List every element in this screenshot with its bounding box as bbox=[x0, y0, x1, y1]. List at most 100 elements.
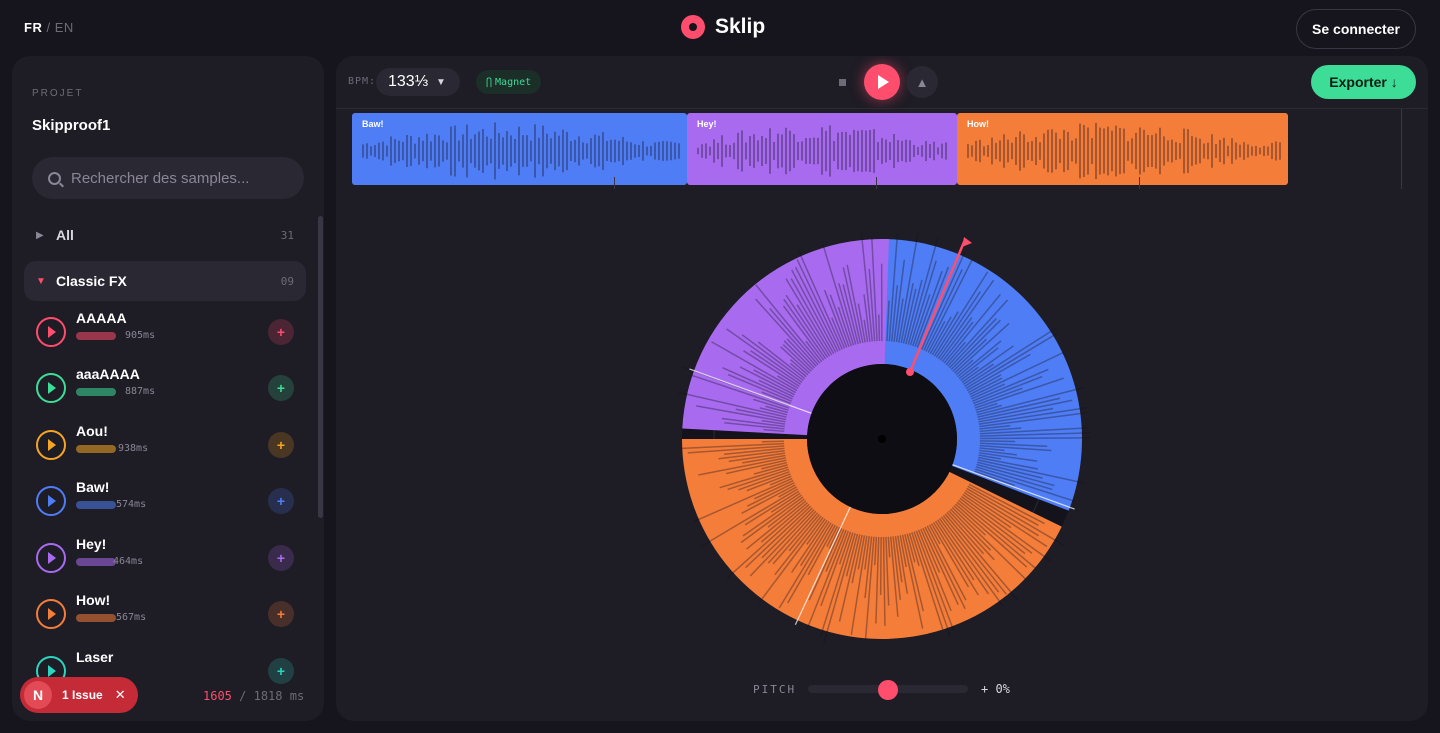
waveform-bar bbox=[1235, 142, 1237, 160]
category-all[interactable]: ▶ All 31 bbox=[24, 215, 306, 255]
waveform-bar bbox=[498, 133, 500, 169]
wheel-waveform-bar bbox=[944, 513, 1018, 601]
add-icon[interactable]: + bbox=[268, 545, 294, 571]
play-icon[interactable] bbox=[36, 317, 66, 347]
waveform-bar bbox=[757, 140, 759, 162]
wheel-waveform-bar bbox=[976, 386, 1084, 416]
sidebar: PROJET Skipproof1 ▶ All 31 ▼ Classic FX … bbox=[12, 56, 324, 721]
waveform-bar bbox=[526, 135, 528, 167]
wheel-waveform-bar bbox=[778, 486, 797, 498]
app-logo[interactable]: Sklip bbox=[681, 15, 765, 39]
wheel-waveform-bar bbox=[696, 405, 786, 423]
play-icon[interactable] bbox=[36, 599, 66, 629]
metronome-icon[interactable]: ▲ bbox=[906, 66, 938, 98]
play-icon[interactable] bbox=[36, 373, 66, 403]
category-classic-fx[interactable]: ▼ Classic FX 09 bbox=[24, 261, 306, 301]
timeline-clip[interactable]: How! bbox=[957, 113, 1288, 185]
sample-item[interactable]: How! 567ms + bbox=[36, 591, 306, 635]
wheel-waveform-bar bbox=[929, 316, 952, 355]
wheel-waveform-bar bbox=[740, 496, 804, 544]
circular-sequencer[interactable] bbox=[662, 221, 1102, 651]
waveform-bar bbox=[534, 124, 536, 178]
add-icon[interactable]: + bbox=[268, 375, 294, 401]
waveform-bar bbox=[1123, 128, 1125, 174]
wheel-waveform-bar bbox=[940, 516, 1000, 593]
play-button[interactable] bbox=[864, 64, 900, 100]
export-button[interactable]: Exporter ↓ bbox=[1311, 65, 1416, 99]
waveform-bar bbox=[402, 141, 404, 161]
wheel-waveform-bar bbox=[819, 532, 854, 638]
wheel-waveform-bar bbox=[863, 294, 871, 342]
project-name[interactable]: Skipproof1 bbox=[32, 117, 111, 134]
lang-fr[interactable]: FR bbox=[24, 20, 43, 35]
sample-item[interactable]: Hey! 464ms + bbox=[36, 535, 306, 579]
waveform-bar bbox=[1259, 147, 1261, 155]
pitch-slider-handle[interactable] bbox=[878, 680, 898, 700]
waveform-bar bbox=[406, 134, 408, 168]
play-icon[interactable] bbox=[36, 486, 66, 516]
timeline[interactable]: Baw! Hey! How! bbox=[336, 109, 1428, 189]
wheel-waveform-bar bbox=[873, 536, 878, 566]
wheel-waveform-bar bbox=[845, 533, 859, 577]
search-bar[interactable] bbox=[32, 157, 304, 199]
wheel-waveform-bar bbox=[753, 479, 794, 500]
waveform-bar bbox=[901, 140, 903, 162]
add-icon[interactable]: + bbox=[268, 658, 294, 684]
close-icon[interactable]: ✕ bbox=[114, 687, 126, 702]
waveform-bar bbox=[514, 138, 516, 164]
waveform-bar bbox=[458, 140, 460, 162]
pitch-value: + 0% bbox=[981, 682, 1010, 696]
waveform-bar bbox=[630, 142, 632, 160]
wheel-waveform-bar bbox=[777, 375, 799, 390]
login-button[interactable]: Se connecter bbox=[1296, 9, 1416, 49]
magnet-icon: ⋂ bbox=[486, 76, 493, 88]
add-icon[interactable]: + bbox=[268, 488, 294, 514]
wheel-segment bbox=[682, 239, 889, 436]
sample-item[interactable]: AAAAA 905ms + bbox=[36, 309, 306, 353]
waveform-bar bbox=[538, 137, 540, 165]
waveform-bar bbox=[666, 141, 668, 161]
waveform-bar bbox=[741, 130, 743, 172]
waveform-bar bbox=[897, 140, 899, 162]
play-icon[interactable] bbox=[36, 543, 66, 573]
search-input[interactable] bbox=[71, 169, 291, 187]
stop-button[interactable] bbox=[830, 70, 854, 94]
play-icon[interactable] bbox=[36, 430, 66, 460]
add-icon[interactable]: + bbox=[268, 432, 294, 458]
wheel-waveform-bar bbox=[979, 447, 1005, 452]
wheel-center-dot bbox=[878, 435, 886, 443]
sample-item[interactable]: Baw! 574ms + bbox=[36, 478, 306, 522]
wheel-waveform-bar bbox=[825, 528, 845, 572]
issue-badge[interactable]: N 1 Issue ✕ bbox=[20, 677, 138, 713]
wheel-waveform-bar bbox=[699, 488, 799, 548]
beat-marker bbox=[876, 177, 877, 189]
waveform-bar bbox=[1203, 143, 1205, 159]
lang-en[interactable]: EN bbox=[54, 20, 74, 35]
timeline-clip[interactable]: Baw! bbox=[352, 113, 687, 185]
wheel-waveform-bar bbox=[936, 519, 990, 595]
wheel-waveform-bar bbox=[979, 424, 1011, 430]
wheel-waveform-bar bbox=[767, 498, 805, 528]
add-icon[interactable]: + bbox=[268, 601, 294, 627]
wheel-waveform-bar bbox=[744, 490, 800, 526]
add-icon[interactable]: + bbox=[268, 319, 294, 345]
sample-item[interactable]: aaaAAAA 887ms + bbox=[36, 365, 306, 409]
wheel-waveform-bar bbox=[718, 450, 785, 460]
waveform-bar bbox=[654, 142, 656, 160]
waveform-bar bbox=[781, 134, 783, 168]
waveform-bar bbox=[1243, 142, 1245, 160]
timeline-clip[interactable]: Hey! bbox=[687, 113, 957, 185]
wheel-waveform-bar bbox=[922, 527, 959, 605]
wheel-waveform-bar bbox=[831, 317, 846, 349]
sample-item[interactable]: Aou! 938ms + bbox=[36, 422, 306, 466]
wheel-waveform-bar bbox=[893, 259, 906, 342]
bpm-select[interactable]: 133⅓ ▼ bbox=[376, 68, 460, 96]
wheel-waveform-bar bbox=[767, 510, 817, 564]
wheel-waveform-bar bbox=[877, 314, 881, 342]
magnet-toggle[interactable]: ⋂ Magnet bbox=[476, 70, 542, 94]
wheel-waveform-bar bbox=[975, 466, 1053, 491]
wheel-waveform-bar bbox=[901, 534, 924, 629]
sidebar-scrollbar[interactable] bbox=[318, 216, 323, 518]
wheel-waveform-bar bbox=[761, 419, 786, 425]
wheel-waveform-bar bbox=[909, 260, 937, 346]
